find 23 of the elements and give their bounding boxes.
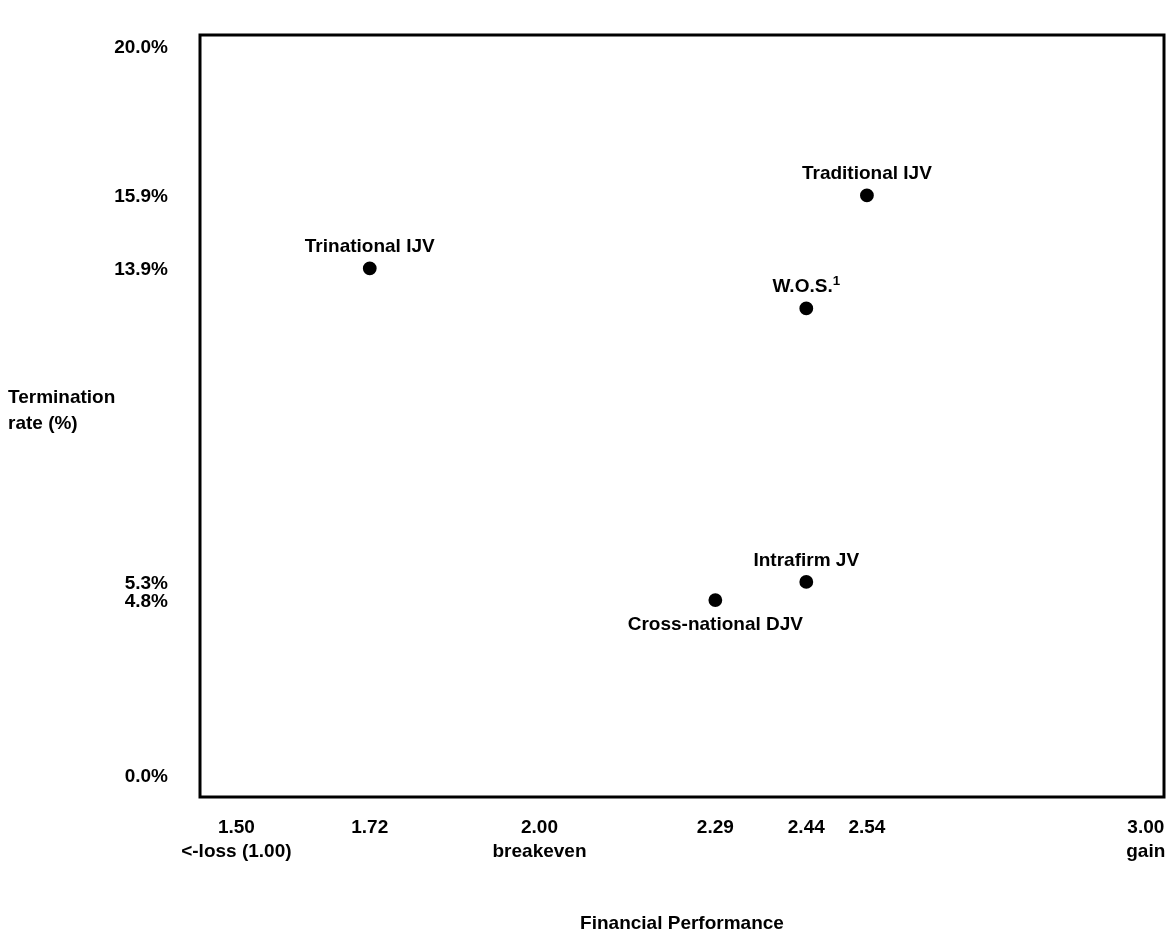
y-tick-label: 15.9% [114,185,169,207]
x-tick-label: 1.50 <-loss (1.00) [181,816,292,861]
series-label: Intrafirm JV [753,548,860,570]
series-label: W.O.S.$^{1}$ [772,272,841,297]
y-tick-label: 20.0% [114,35,169,57]
point [362,261,377,276]
y-axis-title: Termination rate (%) [8,386,116,433]
y-tick-label: 13.9% [114,257,169,279]
point [708,593,723,608]
y-tick-label: 0.0% [124,764,169,786]
x-tick-label: 2.44 [787,816,826,837]
x-tick-label: 1.72 [351,816,389,837]
series-label: Cross-national DJV [627,613,804,635]
x-tick-label: 2.29 [696,816,734,837]
series-label: Traditional IJV [801,162,933,184]
x-tick-label: 2.00 breakeven [492,816,587,861]
x-axis-title: Financial Performance [580,912,784,933]
point [799,301,814,316]
point [799,574,814,589]
x-tick-label: 3.00 gain [1126,816,1166,861]
x-tick-label: 2.54 [848,816,886,837]
series-label: Trinational IJV [304,235,436,257]
point [860,188,874,203]
